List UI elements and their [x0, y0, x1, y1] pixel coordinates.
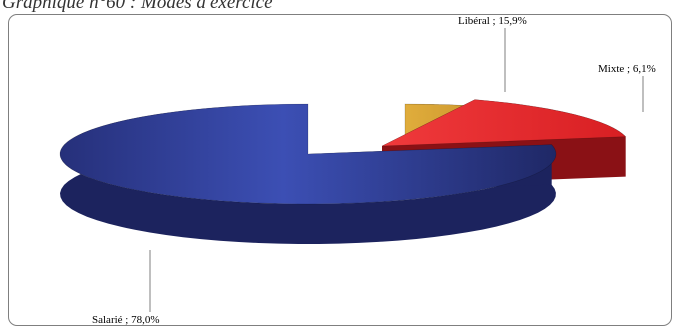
pie-slice-salari	[59, 103, 557, 244]
pie-slice-top	[59, 103, 557, 205]
chart-frame	[8, 14, 672, 326]
slice-label: Salarié ; 78,0%	[92, 314, 160, 326]
slice-label: Mixte ; 6,1%	[598, 63, 656, 75]
pie-slice-top	[381, 99, 627, 147]
slice-label: Libéral ; 15,9%	[458, 15, 527, 27]
chart-title: Graphique n°60 : Modes d'exercice	[2, 0, 273, 13]
